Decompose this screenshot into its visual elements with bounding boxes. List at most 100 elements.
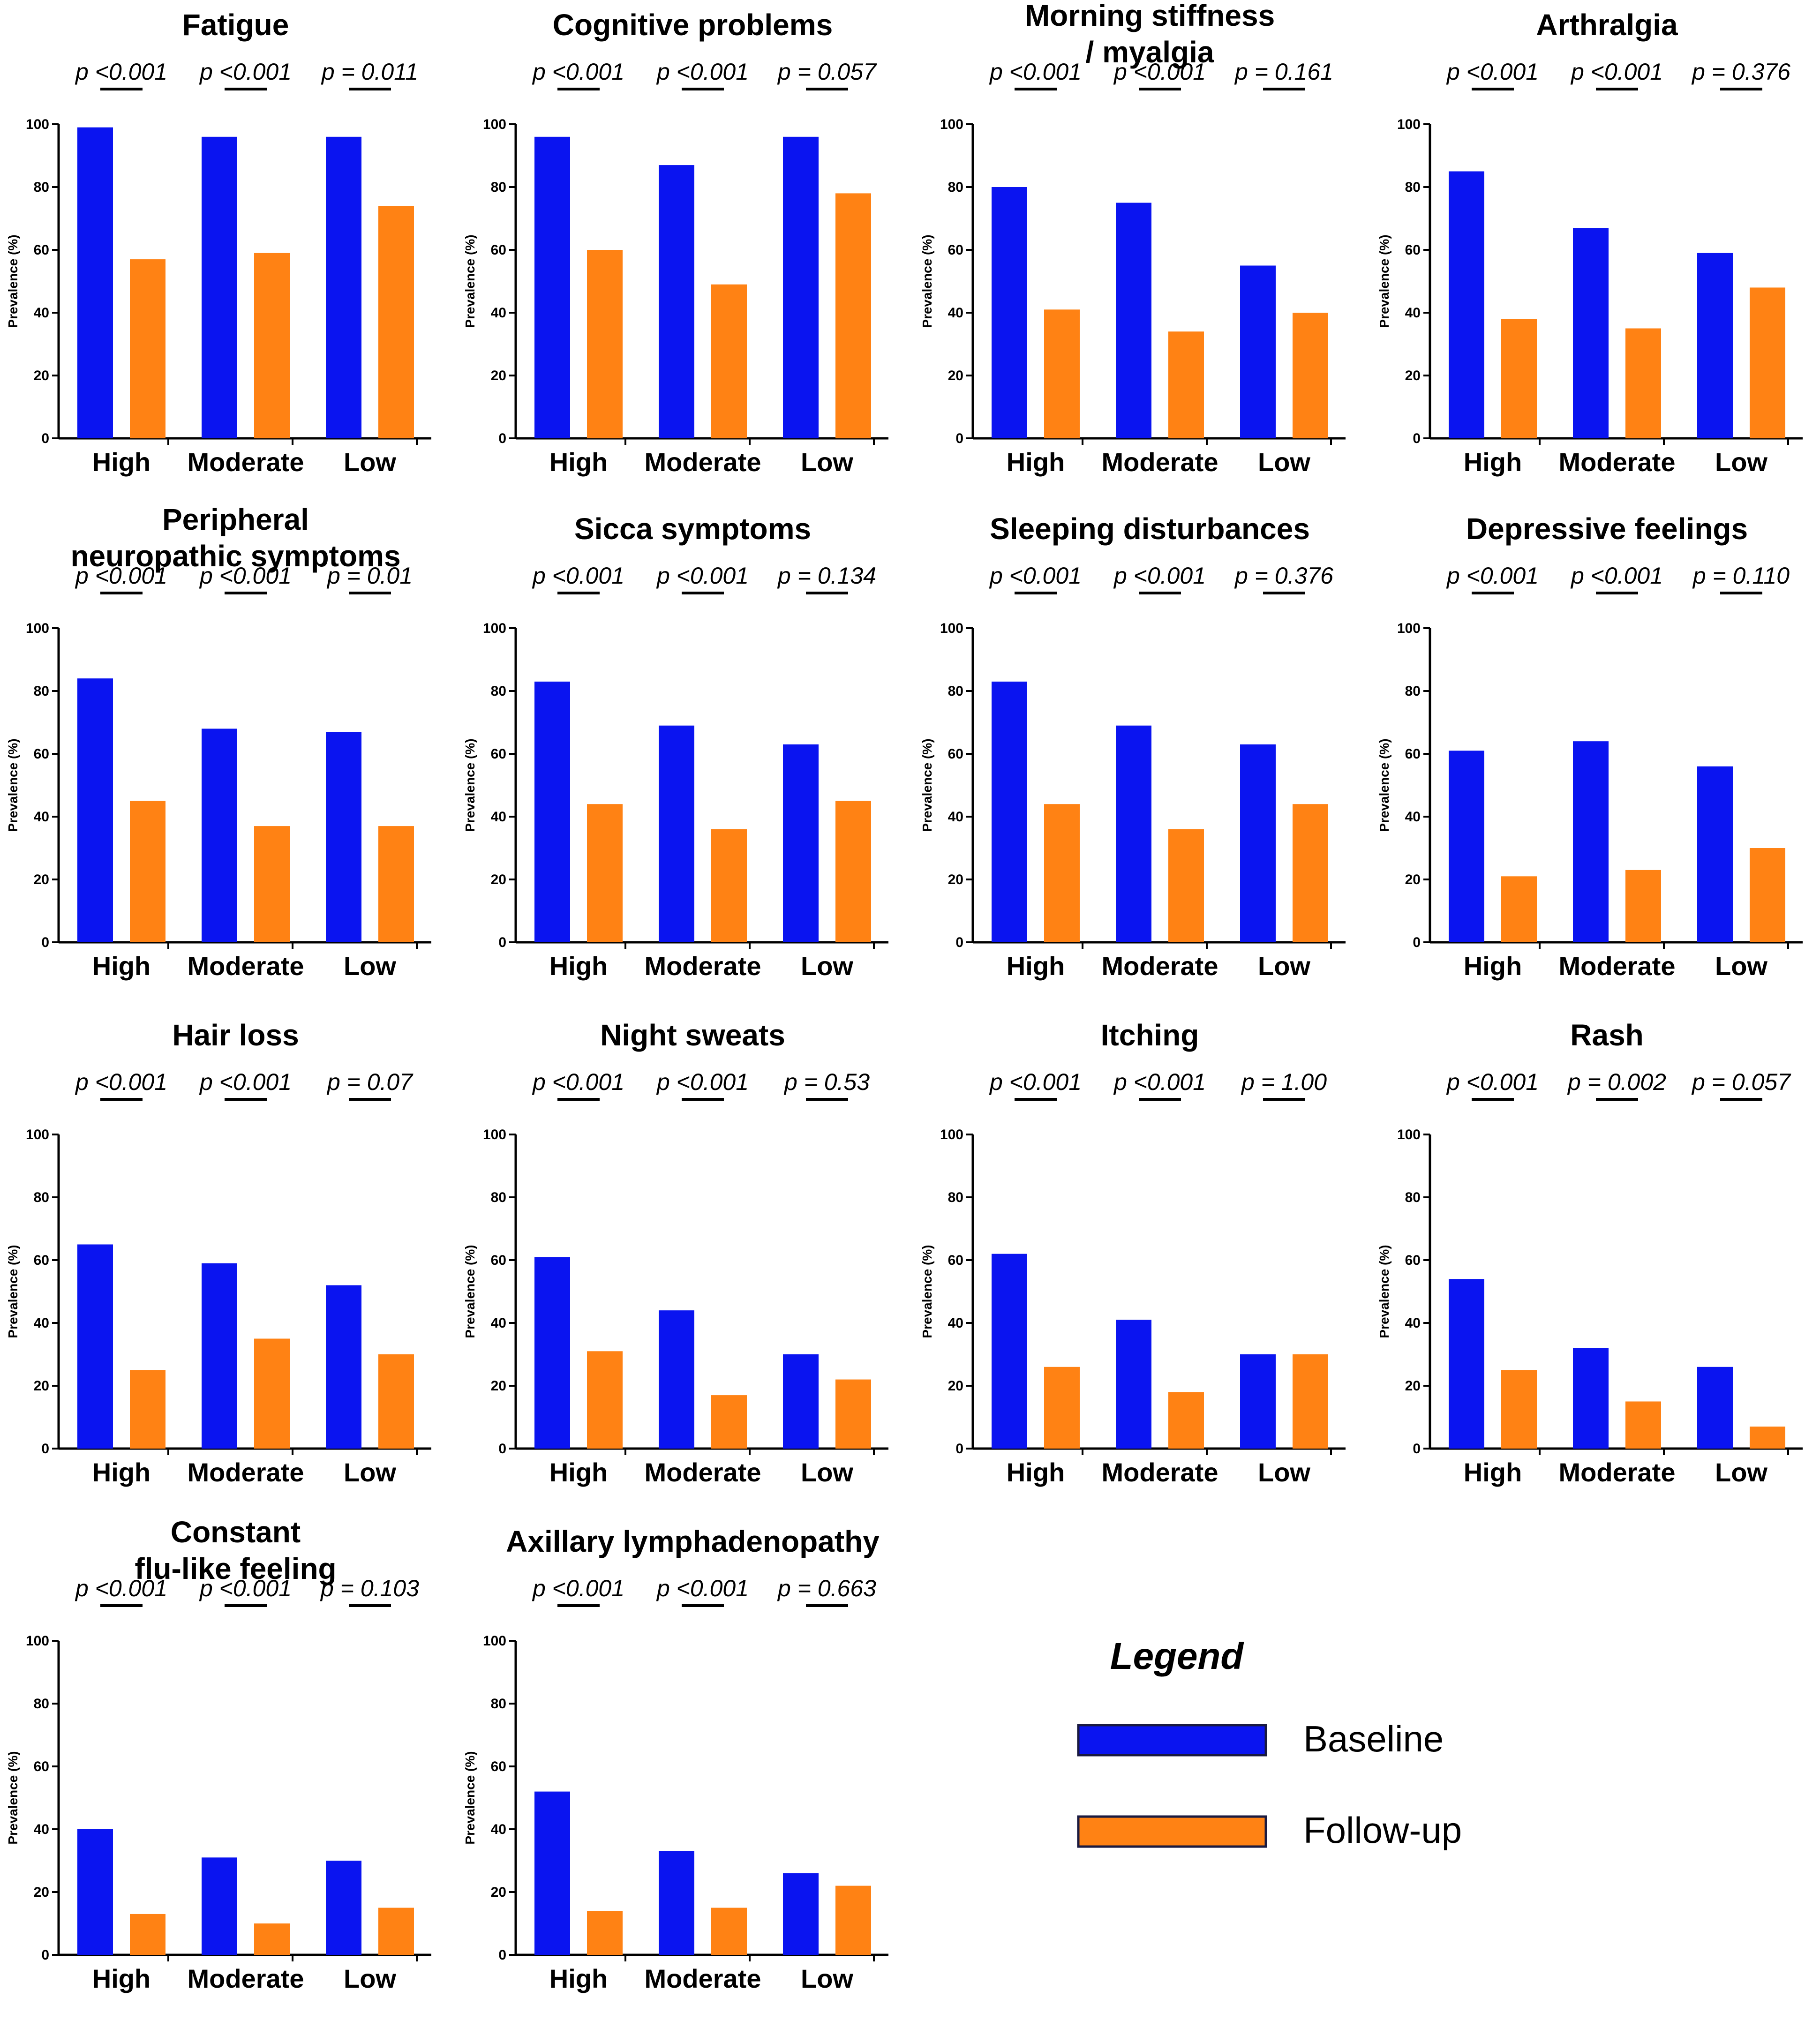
y-axis-label: Prevalence (%) (6, 1245, 20, 1338)
bar-followup-high (1044, 1367, 1080, 1449)
x-category-label: Moderate (645, 447, 761, 477)
bar-followup-high (130, 1914, 165, 1955)
legend-swatch-baseline (1077, 1724, 1267, 1757)
y-tick-label: 40 (491, 1315, 506, 1331)
bar-followup-low (1293, 1354, 1328, 1449)
p-value-label: p <0.001 (1113, 1069, 1206, 1095)
y-tick-label: 40 (491, 305, 506, 321)
y-tick-label: 60 (34, 746, 49, 762)
y-tick-label: 60 (948, 242, 963, 258)
x-category-label: Moderate (645, 951, 761, 981)
x-category-label: Moderate (645, 1457, 761, 1487)
bar-followup-moderate (254, 1338, 290, 1449)
x-category-label: Low (801, 447, 853, 477)
bar-baseline-high (1449, 1279, 1484, 1449)
chart-title-line: Hair loss (172, 1018, 299, 1052)
bar-baseline-moderate (202, 136, 237, 438)
p-value-label: p <0.001 (75, 1575, 167, 1601)
y-tick-label: 0 (498, 935, 506, 950)
bar-baseline-moderate (1573, 1348, 1609, 1449)
chart-title: Night sweats (600, 1018, 785, 1052)
chart-panel-sleeping-disturbances: Sleeping disturbances Prevalence (%) 0 20 40… (920, 512, 1346, 981)
y-tick-label: 80 (948, 180, 963, 195)
bar-baseline-low (326, 1285, 361, 1449)
x-category-label: Low (344, 1964, 396, 1993)
chart-title-line: / myalgia (1086, 35, 1214, 69)
chart-title-line: Fatigue (182, 8, 289, 42)
p-value-label: p = 0.376 (1691, 59, 1790, 85)
bar-followup-low (835, 801, 871, 942)
chart-title: Sicca symptoms (574, 512, 811, 546)
bar-followup-high (1501, 319, 1537, 438)
x-category-label: High (1464, 1457, 1522, 1487)
bar-baseline-high (534, 136, 570, 438)
bar-baseline-moderate (659, 1310, 694, 1449)
bar-followup-high (587, 804, 623, 942)
y-tick-label: 100 (1397, 621, 1421, 636)
x-category-label: High (92, 447, 150, 477)
y-tick-label: 0 (41, 1441, 49, 1457)
p-value-label: p <0.001 (199, 59, 292, 85)
bar-baseline-low (326, 1861, 361, 1955)
y-tick-label: 40 (34, 809, 49, 825)
p-value-label: p <0.001 (656, 59, 749, 85)
chart-title: Morning stiffness/ myalgia (1025, 0, 1275, 69)
legend-label-follow-up: Follow-up (1303, 1810, 1462, 1851)
bar-followup-moderate (711, 1908, 747, 1955)
y-tick-label: 80 (491, 684, 506, 699)
y-tick-label: 20 (948, 1378, 963, 1394)
p-value-label: p = 0.134 (777, 563, 876, 589)
bar-baseline-low (783, 136, 819, 438)
x-category-label: High (1464, 951, 1522, 981)
y-tick-label: 20 (1405, 1378, 1421, 1394)
x-category-label: Moderate (1102, 1457, 1218, 1487)
y-tick-label: 40 (948, 305, 963, 321)
y-tick-label: 40 (34, 305, 49, 321)
y-tick-label: 20 (491, 1378, 506, 1394)
bar-baseline-high (534, 681, 570, 942)
y-axis-label: Prevalence (%) (463, 738, 477, 832)
chart-title: Cognitive problems (553, 8, 833, 42)
bar-baseline-high (1449, 751, 1484, 942)
bar-followup-high (130, 259, 165, 438)
x-category-label: High (92, 1964, 150, 1993)
p-value-label: p <0.001 (1446, 59, 1539, 85)
y-tick-label: 80 (34, 684, 49, 699)
p-value-label: p <0.001 (75, 563, 167, 589)
y-tick-label: 60 (948, 1253, 963, 1268)
bar-baseline-low (1697, 1367, 1733, 1449)
legend: Legend Baseline Follow-up (1077, 1635, 1462, 1851)
y-tick-label: 40 (948, 1315, 963, 1331)
y-tick-label: 100 (483, 117, 506, 132)
y-tick-label: 20 (491, 872, 506, 887)
chart-title-line: Night sweats (600, 1018, 785, 1052)
chart-title-line: neuropathic symptoms (70, 539, 400, 573)
y-tick-label: 100 (483, 1633, 506, 1649)
x-category-label: Moderate (188, 951, 304, 981)
y-tick-label: 20 (34, 872, 49, 887)
chart-title: Rash (1570, 1018, 1644, 1052)
y-tick-label: 80 (34, 1190, 49, 1205)
p-value-label: p <0.001 (199, 1069, 292, 1095)
x-category-label: Low (1258, 951, 1310, 981)
x-category-label: Low (1715, 951, 1767, 981)
x-category-label: Low (344, 1457, 396, 1487)
y-tick-label: 60 (948, 746, 963, 762)
y-tick-label: 100 (483, 1127, 506, 1142)
p-value-label: p <0.001 (656, 1069, 749, 1095)
chart-title-line: Arthralgia (1536, 8, 1678, 42)
y-tick-label: 40 (34, 1315, 49, 1331)
y-tick-label: 80 (1405, 1190, 1421, 1205)
y-tick-label: 0 (498, 431, 506, 446)
bar-followup-low (1750, 848, 1785, 942)
bar-baseline-moderate (202, 1263, 237, 1449)
y-tick-label: 20 (948, 368, 963, 383)
chart-title-line: Sleeping disturbances (990, 512, 1310, 546)
y-tick-label: 40 (948, 809, 963, 825)
bar-baseline-moderate (659, 725, 694, 942)
bar-followup-low (378, 1354, 414, 1449)
y-tick-label: 20 (491, 368, 506, 383)
chart-title-line: Axillary lymphadenopathy (506, 1525, 880, 1558)
p-value-label: p <0.001 (1570, 59, 1663, 85)
